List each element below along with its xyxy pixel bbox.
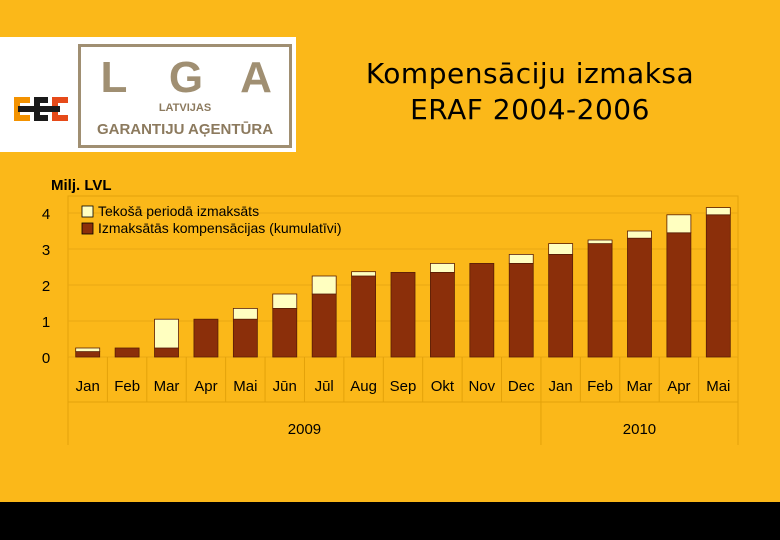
legend-swatch (81, 222, 94, 235)
bar-current-period (430, 262, 455, 273)
bar-cumulative (272, 307, 298, 358)
bar-cumulative (548, 253, 574, 358)
bar-cumulative (587, 243, 613, 358)
slide-title-line2: ERAF 2004-2006 (410, 93, 650, 126)
x-tick-label: Apr (667, 378, 690, 395)
bar-current-period (666, 214, 692, 234)
bar-cumulative (232, 318, 258, 358)
bar-cumulative (627, 237, 652, 358)
x-tick-label: Jūl (315, 378, 334, 395)
brand-mark-icon (14, 97, 68, 121)
legend-label: Izmaksātās kompensācijas (kumulatīvi) (98, 220, 342, 236)
y-tick-label: 4 (42, 206, 50, 223)
x-tick-label: Mar (154, 378, 180, 395)
y-axis-label: Milj. LVL (51, 177, 112, 194)
group-label: 2009 (288, 421, 321, 438)
bar-cumulative (351, 275, 376, 358)
x-tick-label: Dec (508, 378, 535, 395)
x-tick-label: Feb (587, 378, 613, 395)
bar-cumulative (114, 347, 140, 358)
bar-cumulative (75, 351, 101, 358)
x-tick-label: Aug (350, 378, 377, 395)
y-tick-label: 2 (42, 278, 50, 295)
bar-current-period (587, 239, 613, 244)
bottom-bar (0, 502, 780, 540)
bar-cumulative (193, 318, 219, 358)
slide-title-line1: Kompensāciju izmaksa (365, 57, 695, 90)
logo-letter-l: L (100, 53, 128, 102)
x-tick-label: Mai (706, 378, 730, 395)
bar-current-period (627, 230, 652, 239)
bar-current-period (351, 271, 376, 277)
x-tick-label: Feb (114, 378, 140, 395)
bar-current-period (311, 275, 337, 295)
lga-logo: L G A LATVIJAS GARANTIJU AĢENTŪRA (78, 44, 292, 148)
bar-cumulative (390, 271, 416, 358)
bar-cumulative (666, 232, 692, 358)
x-tick-label: Mar (627, 378, 653, 395)
bar-current-period (75, 347, 101, 352)
bar-cumulative (311, 293, 337, 358)
bar-cumulative (705, 214, 731, 358)
logo-subtitle-large: GARANTIJU AĢENTŪRA (96, 121, 274, 138)
bar-current-period (154, 318, 179, 349)
bar-current-period (272, 293, 298, 309)
x-tick-label: Jan (549, 378, 573, 395)
legend-swatch (81, 205, 94, 218)
bar-current-period (232, 307, 258, 320)
bar-current-period (508, 253, 534, 264)
slide-title: Kompensāciju izmaksa ERAF 2004-2006 (310, 56, 750, 128)
x-tick-label: Nov (468, 378, 495, 395)
group-label: 2010 (623, 421, 656, 438)
x-tick-label: Mai (233, 378, 257, 395)
logo-letter-g: G (168, 53, 204, 102)
y-tick-label: 0 (42, 350, 50, 367)
y-tick-label: 1 (42, 314, 50, 331)
x-tick-label: Sep (390, 378, 417, 395)
x-tick-label: Okt (431, 378, 455, 395)
bar-cumulative (430, 271, 455, 358)
bar-cumulative (508, 262, 534, 358)
bar-current-period (548, 243, 574, 255)
bar-current-period (705, 207, 731, 216)
legend-label: Tekošā periodā izmaksāts (98, 203, 259, 219)
logo-letter-a: A (240, 53, 272, 102)
x-tick-label: Apr (194, 378, 217, 395)
bar-cumulative (154, 347, 179, 358)
bar-cumulative (469, 262, 495, 358)
x-tick-label: Jūn (273, 378, 297, 395)
x-tick-label: Jan (76, 378, 100, 395)
y-tick-label: 3 (42, 242, 50, 259)
logo-subtitle-small: LATVIJAS (158, 102, 212, 114)
